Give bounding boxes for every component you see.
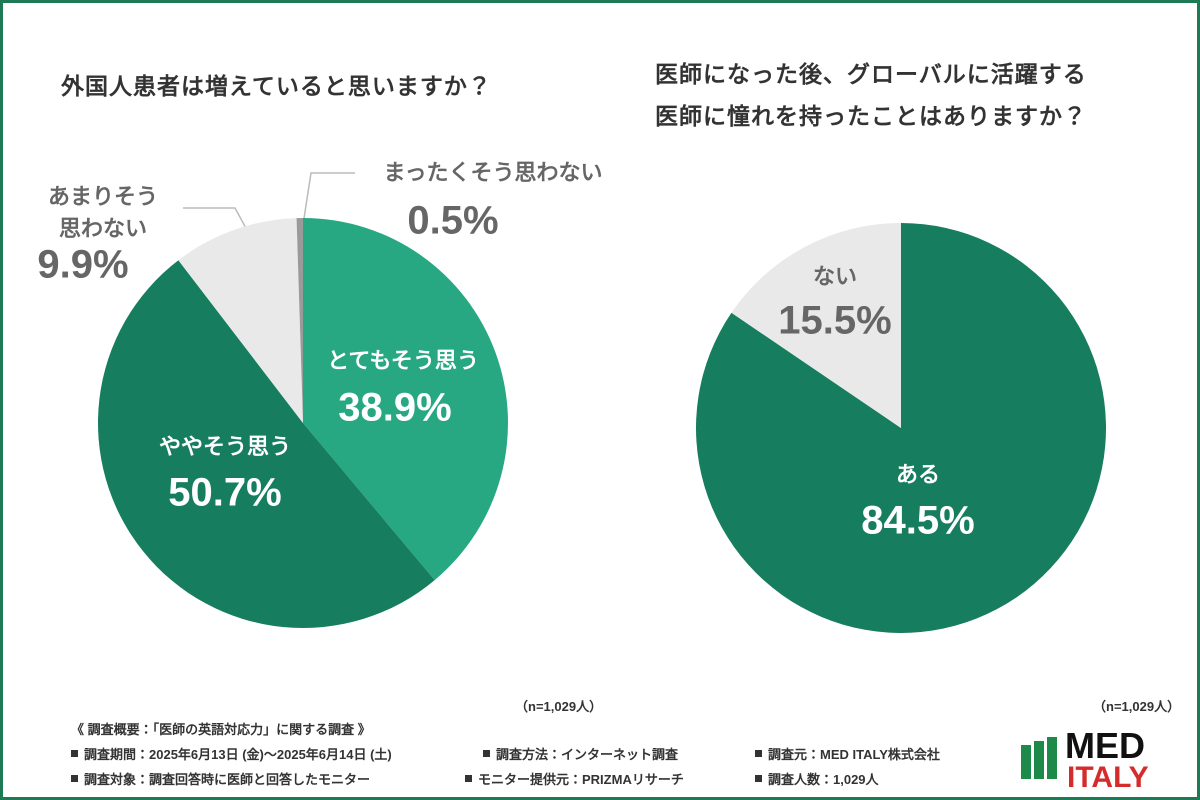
footer-text: 調査方法：インターネット調査 — [496, 747, 679, 762]
footer-text: 調査人数：1,029人 — [768, 772, 879, 787]
chart-title: 外国人患者は増えていると思いますか？ — [61, 73, 492, 99]
footer-text: 調査期間：2025年6月13日 (金)〜2025年6月14日 (土) — [84, 747, 392, 762]
footer-text: 調査対象：調査回答時に医師と回答したモニター — [84, 772, 371, 787]
footer-item: 調査対象：調査回答時に医師と回答したモニター — [71, 769, 370, 788]
slice-label: まったくそう思わない — [383, 160, 603, 185]
value-label: 84.5% — [861, 498, 975, 543]
slice-label: ある — [895, 462, 941, 487]
footer-item: モニター提供元：PRIZMAリサーチ — [465, 769, 684, 788]
leader-line — [302, 172, 355, 226]
slice-label: あまりそう 思わない — [47, 184, 159, 241]
logo-bar — [1034, 741, 1044, 779]
pie-slice — [296, 218, 303, 423]
logo-bar — [1047, 737, 1057, 779]
slice-label: ややそう思う — [158, 434, 292, 459]
footer-text: 調査元：MED ITALY株式会社 — [768, 747, 940, 762]
pie-slice — [696, 223, 1107, 633]
pie-slice — [303, 218, 508, 581]
pie-slice — [731, 223, 901, 428]
logo-bar — [1021, 745, 1031, 779]
slice-label: とてもそう思う — [327, 348, 479, 373]
pie-slice — [98, 260, 435, 628]
footer-heading: 《 調査概要：「医師の英語対応力」に関する調査 》 — [71, 722, 371, 737]
logo-text: MED — [1065, 725, 1145, 766]
pie-slice — [178, 218, 303, 423]
footer-item: 調査人数：1,029人 — [755, 769, 879, 788]
footer-item: 調査方法：インターネット調査 — [483, 744, 678, 763]
value-label: 38.9% — [338, 385, 452, 430]
value-label: 15.5% — [778, 298, 892, 343]
sample-size: （n=1,029人） — [1093, 699, 1181, 714]
value-label: 0.5% — [407, 198, 499, 243]
footer-item: 調査元：MED ITALY株式会社 — [755, 744, 940, 763]
value-label: 9.9% — [37, 242, 129, 287]
charts — [98, 172, 1107, 779]
value-label: 50.7% — [168, 470, 282, 515]
chart-title: 医師になった後、グローバルに活躍する 医師に憧れを持ったことはありますか？ — [655, 61, 1087, 129]
footer-text: モニター提供元：PRIZMAリサーチ — [478, 772, 684, 787]
slice-label: ない — [812, 264, 858, 289]
logo-text: ITALY — [1067, 761, 1149, 794]
footer-item: 調査期間：2025年6月13日 (金)〜2025年6月14日 (土) — [71, 744, 392, 763]
sample-size: （n=1,029人） — [515, 699, 603, 714]
